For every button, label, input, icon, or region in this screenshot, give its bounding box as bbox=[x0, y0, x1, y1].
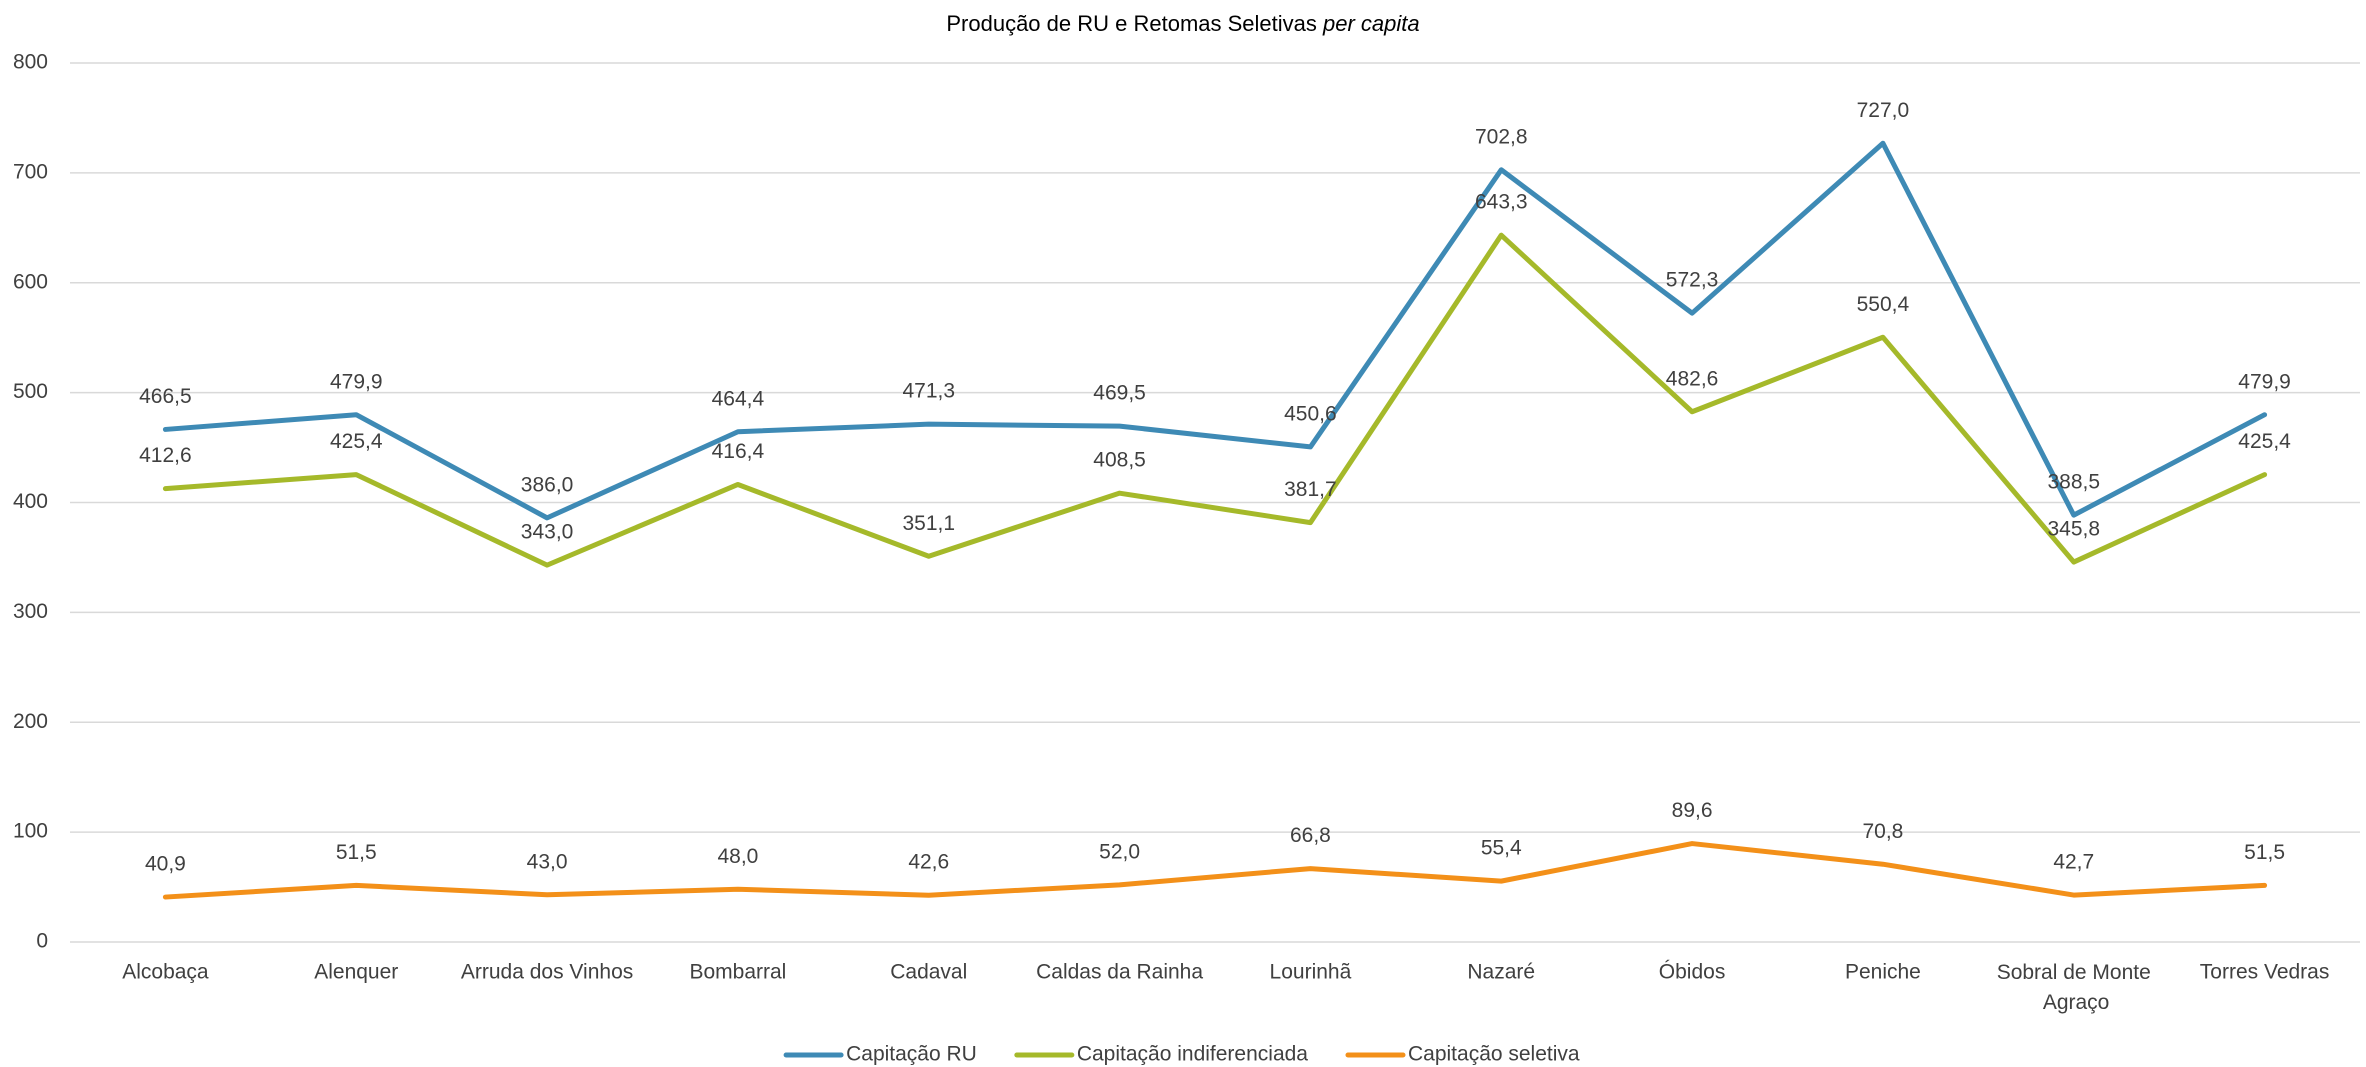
data-label: 479,9 bbox=[2238, 370, 2291, 393]
y-tick-label: 400 bbox=[13, 490, 48, 513]
data-label: 42,7 bbox=[2053, 851, 2094, 874]
data-label: 412,6 bbox=[139, 444, 192, 467]
y-tick-label: 100 bbox=[13, 820, 48, 843]
x-tick-label: Alcobaça bbox=[122, 961, 209, 984]
data-label: 43,0 bbox=[527, 850, 568, 873]
data-label: 42,6 bbox=[908, 851, 949, 874]
chart-title: Produção de RU e Retomas Seletivas per c… bbox=[946, 11, 1419, 36]
x-tick-label: Lourinhã bbox=[1270, 961, 1352, 984]
legend-label: Capitação RU bbox=[846, 1043, 977, 1066]
legend-label: Capitação seletiva bbox=[1408, 1043, 1580, 1066]
y-tick-label: 0 bbox=[36, 930, 48, 953]
x-tick-label: Cadaval bbox=[890, 961, 967, 984]
data-label: 550,4 bbox=[1857, 293, 1910, 316]
data-label: 416,4 bbox=[712, 440, 765, 463]
data-label: 70,8 bbox=[1862, 820, 1903, 843]
series-line bbox=[162, 232, 2268, 568]
data-label: 343,0 bbox=[521, 521, 574, 544]
data-label: 469,5 bbox=[1093, 382, 1146, 405]
data-label: 51,5 bbox=[2244, 841, 2285, 864]
data-label: 388,5 bbox=[2047, 471, 2100, 494]
x-tick-label: Arruda dos Vinhos bbox=[461, 961, 633, 984]
data-label: 464,4 bbox=[712, 387, 765, 410]
data-label: 351,1 bbox=[902, 512, 955, 535]
y-tick-label: 800 bbox=[13, 51, 48, 74]
data-label: 466,5 bbox=[139, 385, 192, 408]
y-tick-label: 600 bbox=[13, 270, 48, 293]
data-label: 52,0 bbox=[1099, 840, 1140, 863]
title-main: Produção de RU e Retomas Seletivas bbox=[946, 11, 1317, 36]
y-tick-label: 700 bbox=[13, 160, 48, 183]
data-label: 479,9 bbox=[330, 370, 383, 393]
series-line bbox=[162, 140, 2268, 521]
x-tick-label: Nazaré bbox=[1467, 961, 1535, 984]
data-label: 450,6 bbox=[1284, 402, 1337, 425]
x-tick-label: Bombarral bbox=[689, 961, 786, 984]
data-label: 40,9 bbox=[145, 853, 186, 876]
data-label: 702,8 bbox=[1475, 125, 1528, 148]
legend: Capitação RU Capitação indiferenciada Capi… bbox=[783, 1043, 1580, 1066]
data-label: 48,0 bbox=[717, 845, 758, 868]
data-label: 345,8 bbox=[2047, 518, 2100, 541]
x-tick-label: Torres Vedras bbox=[2200, 961, 2330, 984]
x-tick-label: Alenquer bbox=[314, 961, 398, 984]
legend-label: Capitação indiferenciada bbox=[1077, 1043, 1308, 1066]
data-label: 471,3 bbox=[902, 380, 955, 403]
data-label: 66,8 bbox=[1290, 824, 1331, 847]
x-tick-label: Peniche bbox=[1845, 961, 1921, 984]
y-tick-label: 200 bbox=[13, 710, 48, 733]
x-tick-label: Caldas da Rainha bbox=[1036, 961, 1203, 984]
data-label: 89,6 bbox=[1672, 799, 1713, 822]
x-tick-label: Óbidos bbox=[1659, 961, 1726, 984]
data-label: 425,4 bbox=[330, 430, 383, 453]
data-label: 643,3 bbox=[1475, 191, 1528, 214]
data-label: 727,0 bbox=[1857, 99, 1910, 122]
y-tick-label: 300 bbox=[13, 600, 48, 623]
y-tick-label: 500 bbox=[13, 380, 48, 403]
data-label: 51,5 bbox=[336, 841, 377, 864]
title-emphasis: per capita bbox=[1322, 11, 1420, 36]
data-label: 425,4 bbox=[2238, 430, 2291, 453]
series-line bbox=[162, 841, 2268, 900]
data-label: 381,7 bbox=[1284, 478, 1337, 501]
x-tick-label: Sobral de Monte Agraço bbox=[1997, 961, 2151, 1014]
data-label: 55,4 bbox=[1481, 837, 1522, 860]
data-label: 408,5 bbox=[1093, 449, 1146, 472]
data-label: 482,6 bbox=[1666, 367, 1719, 390]
data-label: 386,0 bbox=[521, 473, 574, 496]
data-label: 572,3 bbox=[1666, 269, 1719, 292]
